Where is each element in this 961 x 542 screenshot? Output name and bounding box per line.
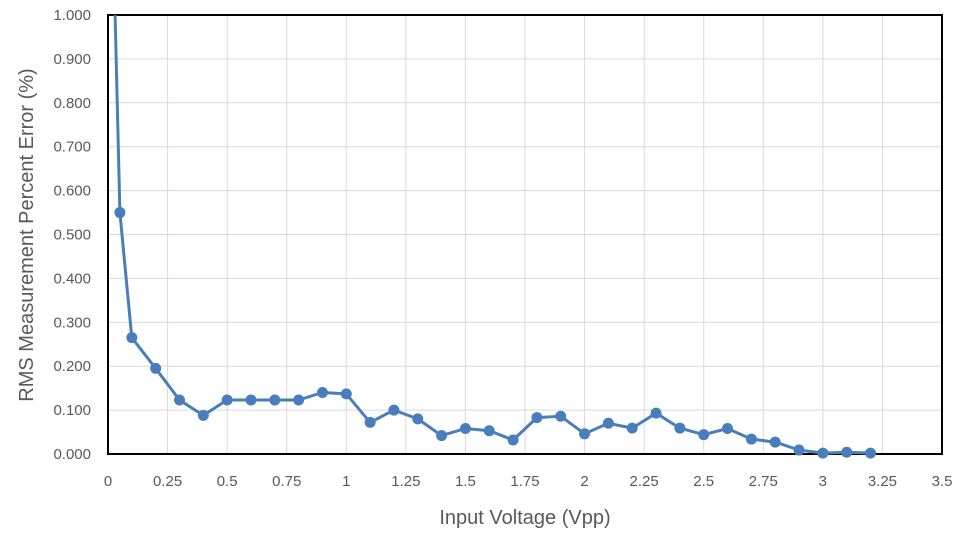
y-tick-label: 0.800: [53, 95, 91, 112]
data-point: [173, 394, 185, 406]
x-tick-label: 1: [342, 473, 350, 490]
x-tick-label: 1.5: [455, 473, 476, 490]
x-tick-label: 0.5: [217, 473, 238, 490]
y-tick-label: 1.000: [53, 7, 91, 24]
y-tick-label: 0.900: [53, 51, 91, 68]
data-point: [221, 394, 233, 406]
y-tick-label: 0.100: [53, 402, 91, 419]
data-point: [626, 422, 638, 434]
x-tick-label: 1.75: [510, 473, 539, 490]
data-point: [793, 444, 805, 456]
gridlines: [107, 14, 943, 455]
x-tick-label: 3: [819, 473, 827, 490]
y-tick-label: 0.500: [53, 227, 91, 244]
y-tick-label: 0.700: [53, 139, 91, 156]
x-tick-label: 0: [104, 473, 112, 490]
data-point: [388, 404, 400, 416]
data-point: [555, 410, 567, 422]
x-tick-label: 2.25: [630, 473, 659, 490]
x-tick-labels: 0 0.25 0.5 0.75 1 1.25 1.5 1.75 2 2.25 2.5 2.75 3 3.2…: [104, 473, 953, 490]
data-point: [507, 434, 519, 446]
data-point: [269, 394, 281, 406]
data-point: [817, 447, 829, 459]
data-point: [841, 446, 853, 458]
data-point: [197, 409, 209, 421]
x-tick-label: 0.75: [272, 473, 301, 490]
x-tick-label: 3.25: [868, 473, 897, 490]
data-point: [745, 433, 757, 445]
x-tick-label: 3.5: [932, 473, 953, 490]
x-tick-label: 0.25: [153, 473, 182, 490]
data-point: [459, 423, 471, 435]
data-point: [114, 207, 126, 219]
data-point: [126, 332, 138, 344]
x-tick-label: 2.75: [749, 473, 778, 490]
y-tick-label: 0.300: [53, 314, 91, 331]
data-point: [150, 362, 162, 374]
data-point: [531, 412, 543, 424]
data-point: [722, 423, 734, 435]
series-group: [113, 14, 877, 459]
series-line: [113, 14, 871, 455]
y-tick-label: 0.200: [53, 358, 91, 375]
data-point: [436, 430, 448, 442]
data-point: [769, 436, 781, 448]
data-point: [865, 447, 877, 459]
y-tick-label: 0.600: [53, 183, 91, 200]
y-axis-title: RMS Measurement Percent Error (%): [16, 68, 38, 401]
data-point: [412, 413, 424, 425]
data-point: [316, 387, 328, 399]
plot-area-border: [107, 14, 943, 455]
data-point: [364, 416, 376, 428]
data-point: [340, 388, 352, 400]
data-point: [245, 394, 257, 406]
data-point: [650, 407, 662, 419]
data-point: [698, 429, 710, 441]
y-tick-label: 0.400: [53, 270, 91, 287]
x-tick-label: 1.25: [391, 473, 420, 490]
x-tick-label: 2.5: [693, 473, 714, 490]
data-point: [483, 425, 495, 437]
x-tick-label: 2: [580, 473, 588, 490]
data-point: [602, 417, 614, 429]
y-tick-labels: 0.000 0.100 0.200 0.300 0.400 0.500 0.600 0.700…: [53, 7, 91, 463]
y-tick-label: 0.000: [53, 446, 91, 463]
data-point: [579, 428, 591, 440]
x-axis-title: Input Voltage (Vpp): [439, 507, 610, 529]
data-point: [674, 422, 686, 434]
data-point: [293, 394, 305, 406]
